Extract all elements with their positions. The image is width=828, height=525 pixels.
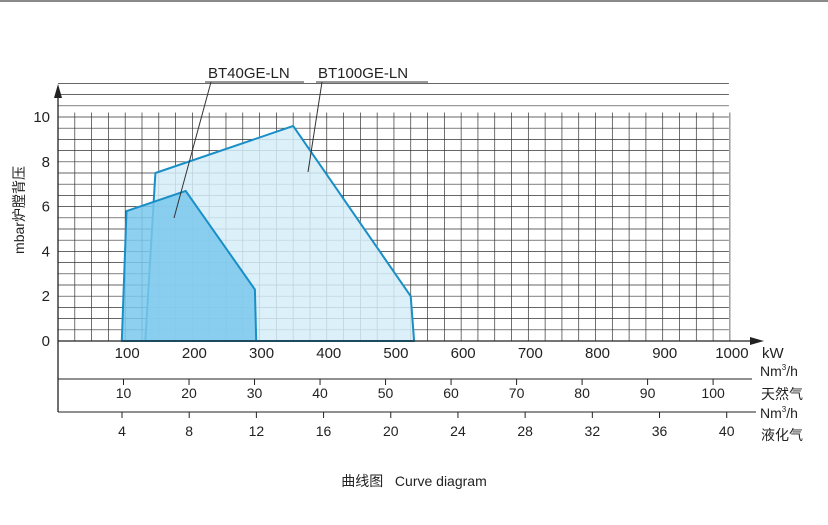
y-tick-label: 0 [42,333,50,350]
natural-gas-tick-label: 40 [312,385,328,401]
top-border-line [0,0,828,2]
natural-gas-tick-label: 20 [181,385,197,401]
x-tick-label: 800 [585,345,610,362]
y-axis-arrow [54,84,62,98]
lpg-tick-label: 24 [450,423,466,439]
legend-label-bt100ge-ln: BT100GE-LN [318,65,408,82]
lpg-tick-label: 4 [118,423,126,439]
x-tick-label: 700 [518,345,543,362]
natural-gas-tick-label: 60 [443,385,459,401]
lpg-tick-label: 32 [585,423,601,439]
natural-gas-tick-label: 100 [701,385,725,401]
axes [54,84,764,413]
lpg-unit: Nm3/h [760,405,798,421]
lpg-tick-label: 12 [249,423,265,439]
y-tick-label: 2 [42,288,50,305]
x-tick-label: 300 [249,345,274,362]
natural-gas-tick-label: 10 [116,385,132,401]
series-legend: BT40GE-LN BT100GE-LN [173,65,428,219]
legend-label-bt40ge-ln: BT40GE-LN [208,65,290,82]
natural-gas-tick-label: 50 [378,385,394,401]
natural-gas-tick-label: 80 [574,385,590,401]
y-tick-label: 8 [42,154,50,171]
x-tick-label: 100 [115,345,140,362]
y-tick-label: 6 [42,199,50,216]
lpg-tick-label: 28 [517,423,533,439]
y-tick-label: 10 [33,109,50,126]
legend-leader-line [307,81,323,173]
natural-gas-tick-label: 30 [247,385,263,401]
y-tick-label: 4 [42,243,50,260]
x-unit-label: kW [762,345,785,362]
x-tick-label: 600 [451,345,476,362]
x-tick-label: 500 [383,345,408,362]
x-tick-label: 1000 [715,345,748,362]
series-areas [120,125,416,342]
lpg-label: 液化气 [761,427,803,443]
lpg-tick-label: 36 [652,423,668,439]
natural-gas-unit: Nm3/h [760,363,798,379]
x-axis-arrow [750,337,764,345]
x-tick-label: 200 [182,345,207,362]
lpg-tick-label: 16 [316,423,332,439]
legend-leader-line [173,81,212,219]
natural-gas-label: 天然气 [761,386,803,402]
natural-gas-tick-label: 70 [509,385,525,401]
chart-caption: 曲线图 Curve diagram [341,473,486,489]
lpg-tick-label: 8 [185,423,193,439]
lpg-tick-label: 40 [719,423,735,439]
y-axis-label: mbar炉膛背压 [11,166,27,254]
lpg-tick-label: 20 [383,423,399,439]
x-tick-label: 400 [316,345,341,362]
x-tick-label: 900 [652,345,677,362]
natural-gas-tick-label: 90 [640,385,656,401]
